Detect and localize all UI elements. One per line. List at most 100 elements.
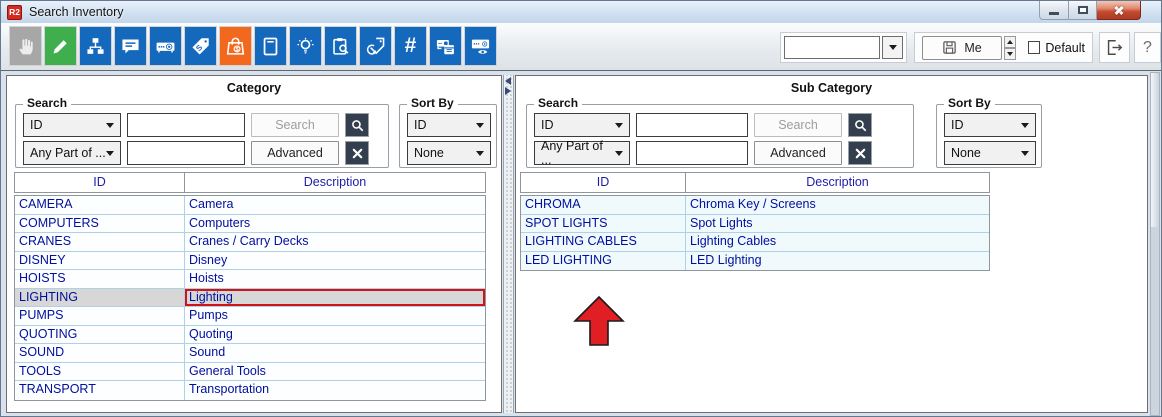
light-bulb-icon[interactable] [289, 26, 322, 66]
collapse-left-icon[interactable] [505, 77, 511, 85]
search-field-dropdown[interactable]: ID [534, 113, 630, 137]
table-row[interactable]: CHROMA Chroma Key / Screens [521, 196, 989, 215]
edit-pencil-icon[interactable] [44, 26, 77, 66]
cell-id[interactable]: LIGHTING [15, 288, 185, 306]
table-row[interactable]: LED LIGHTING LED Lighting [521, 251, 989, 270]
search-match-dropdown[interactable]: Any Part of ... [23, 141, 121, 165]
table-row[interactable]: LIGHTING CABLES Lighting Cables [521, 233, 989, 252]
column-header-description[interactable]: Description [806, 175, 869, 189]
spin-up-icon[interactable] [1004, 35, 1017, 48]
x-icon[interactable] [848, 141, 872, 165]
projector-calendar-icon[interactable] [429, 26, 462, 66]
column-header-description[interactable]: Description [303, 175, 367, 189]
magnifier-icon[interactable] [345, 113, 369, 137]
hash-icon[interactable]: # [394, 26, 427, 66]
cell-description[interactable]: Spot Lights [690, 215, 753, 230]
advanced-button[interactable]: Advanced [754, 141, 842, 165]
cell-description[interactable]: Camera [189, 197, 234, 211]
cell-description[interactable]: LED Lighting [690, 252, 762, 267]
cell-description[interactable]: Lighting Cables [690, 234, 777, 248]
table-row[interactable]: QUOTING Quoting [15, 325, 485, 344]
collapse-right-icon[interactable] [505, 87, 511, 95]
projector-icon[interactable] [149, 26, 182, 66]
cell-id[interactable]: SPOT LIGHTS [521, 214, 686, 232]
close-icon[interactable] [1097, 1, 1141, 20]
save-me-button[interactable]: Me [922, 35, 1003, 60]
cell-id[interactable]: TRANSPORT [15, 381, 185, 400]
book-icon[interactable] [254, 26, 287, 66]
vertical-scrollbar[interactable] [1150, 72, 1160, 416]
table-row[interactable]: COMPUTERS Computers [15, 214, 485, 233]
sort-secondary-dropdown[interactable]: None [407, 141, 491, 165]
cell-description[interactable]: Disney [189, 252, 228, 267]
cell-id[interactable]: CAMERA [15, 196, 185, 214]
price-tag-icon[interactable]: S [184, 26, 217, 66]
projector-eye-icon[interactable] [464, 26, 497, 66]
cell-id[interactable]: CHROMA [521, 196, 686, 214]
comment-icon[interactable] [114, 26, 147, 66]
table-row[interactable]: CRANES Cranes / Carry Decks [15, 233, 485, 252]
cell-id[interactable]: LED LIGHTING [521, 251, 686, 270]
help-button[interactable]: ? [1134, 32, 1161, 63]
search-button[interactable]: Search [754, 113, 842, 137]
chevron-down-icon[interactable] [882, 36, 903, 59]
cell-description[interactable]: Sound [189, 345, 226, 359]
cell-id[interactable]: PUMPS [15, 307, 185, 325]
table-row[interactable]: TOOLS General Tools [15, 362, 485, 381]
search-field-dropdown[interactable]: ID [23, 113, 121, 137]
table-row[interactable]: LIGHTING Lighting [15, 288, 485, 307]
cell-id[interactable]: QUOTING [15, 325, 185, 343]
cell-description[interactable]: Computers [189, 215, 251, 230]
search-keyword2-input[interactable] [636, 141, 748, 165]
minimize-icon[interactable] [1039, 1, 1069, 20]
cell-id[interactable]: TOOLS [15, 362, 185, 380]
cell-description[interactable]: Pumps [189, 308, 228, 322]
restore-icon[interactable] [1069, 1, 1097, 20]
sort-primary-dropdown[interactable]: ID [407, 113, 491, 137]
clipboard-search-icon[interactable] [324, 26, 357, 66]
column-header-id[interactable]: ID [521, 173, 686, 192]
table-row[interactable]: DISNEY Disney [15, 251, 485, 270]
search-keyword-input[interactable] [127, 113, 245, 137]
table-row[interactable]: CAMERA Camera [15, 196, 485, 215]
search-button[interactable]: Search [251, 113, 339, 137]
search-match-dropdown[interactable]: Any Part of ... [534, 139, 630, 167]
table-row[interactable]: TRANSPORT Transportation [15, 381, 485, 400]
default-checkbox[interactable] [1028, 41, 1041, 54]
table-row[interactable]: SPOT LIGHTS Spot Lights [521, 214, 989, 233]
column-header-id[interactable]: ID [15, 173, 185, 192]
cell-id[interactable]: COMPUTERS [15, 214, 185, 232]
cell-description[interactable]: Chroma Key / Screens [690, 197, 816, 211]
exit-button[interactable] [1099, 32, 1130, 63]
save-options-spinner[interactable] [1004, 35, 1017, 60]
search-keyword2-input[interactable] [127, 141, 245, 165]
cell-description[interactable]: General Tools [189, 363, 266, 378]
cell-id[interactable]: DISNEY [15, 251, 185, 269]
table-row[interactable]: HOISTS Hoists [15, 270, 485, 289]
sort-primary-dropdown[interactable]: ID [944, 113, 1036, 137]
search-keyword-input[interactable] [636, 113, 748, 137]
cell-description[interactable]: Hoists [189, 271, 224, 285]
tag-sync-icon[interactable] [359, 26, 392, 66]
advanced-button[interactable]: Advanced [251, 141, 339, 165]
shopping-bag-icon[interactable]: $ [219, 26, 252, 66]
sitemap-icon[interactable] [79, 26, 112, 66]
cell-description[interactable]: Quoting [189, 326, 233, 341]
cell-id[interactable]: CRANES [15, 233, 185, 251]
magnifier-icon[interactable] [848, 113, 872, 137]
view-selector-value[interactable] [784, 36, 880, 59]
cell-id[interactable]: LIGHTING CABLES [521, 233, 686, 251]
cell-id[interactable]: SOUND [15, 344, 185, 362]
cell-id[interactable]: HOISTS [15, 270, 185, 288]
panel-splitter[interactable] [503, 75, 514, 413]
cell-description[interactable]: Cranes / Carry Decks [189, 234, 309, 248]
x-icon[interactable] [345, 141, 369, 165]
table-row[interactable]: SOUND Sound [15, 344, 485, 363]
scrollbar-thumb[interactable] [1151, 226, 1159, 415]
table-row[interactable]: PUMPS Pumps [15, 307, 485, 326]
hand-pointer-icon[interactable] [9, 26, 42, 66]
sort-secondary-dropdown[interactable]: None [944, 141, 1036, 165]
spin-down-icon[interactable] [1004, 47, 1017, 60]
cell-description[interactable]: Transportation [189, 382, 270, 396]
cell-description[interactable]: Lighting [185, 289, 485, 307]
